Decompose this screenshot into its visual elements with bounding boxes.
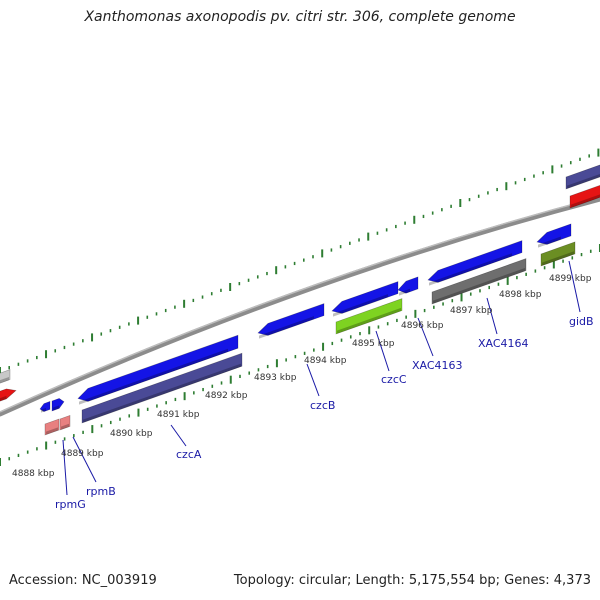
kbp-label-4895: 4895 kbp (352, 339, 395, 349)
upper-tick-ruler (0, 148, 600, 375)
gene-rpmg-rna (44, 418, 60, 436)
gene-czca-upper (77, 334, 239, 402)
gene-rpmg-arrow-shade (41, 407, 46, 413)
gene-xac4164-upper-shade (429, 253, 512, 286)
gene-left-red-partial (0, 388, 17, 402)
gene-label-xac4163[interactable]: XAC4163 (412, 359, 463, 372)
gene-czcc-lower (335, 298, 403, 335)
gene-czca-upper-shade (79, 348, 228, 405)
accession-text: Accession: NC_003919 (9, 573, 157, 588)
gene-right-red-partial (569, 185, 600, 209)
gene-right-navy-partial (565, 164, 600, 190)
leader-czcb (306, 363, 320, 397)
gene-left-gray-partial-shade (0, 377, 9, 384)
lower-tick-ruler (0, 244, 600, 466)
gene-right-navy-partial-shade (567, 173, 600, 189)
gene-label-xac4164[interactable]: XAC4164 (478, 337, 529, 350)
gene-label-gidb[interactable]: gidB (569, 315, 594, 328)
gene-xac4164-upper (427, 240, 523, 283)
kbp-label-4888: 4888 kbp (12, 469, 55, 479)
kbp-label-4891: 4891 kbp (157, 410, 200, 420)
gene-left-gray-partial (0, 369, 11, 384)
leader-xac4163 (417, 317, 434, 357)
gene-xac4164-lower-shade (433, 268, 525, 304)
label-leader-lines (62, 260, 581, 496)
leader-czca (170, 424, 187, 447)
gene-rpmg-arrow (39, 400, 51, 412)
gene-xac4163-shade (399, 288, 410, 296)
gene-rpmb-rna (59, 414, 71, 431)
gene-rpmb-rna-shade (61, 423, 69, 430)
leader-gidb (568, 260, 581, 313)
gene-gidb-lower (540, 241, 576, 267)
kbp-label-4892: 4892 kbp (205, 391, 248, 401)
gene-labels: rpmG rpmB czcA czcB czcC XAC4163 XAC4164… (55, 315, 594, 511)
backbone-highlight (0, 196, 600, 413)
kbp-labels: 4888 kbp 4889 kbp 4890 kbp 4891 kbp 4892… (12, 274, 592, 479)
gene-xac4164-lower (431, 258, 527, 305)
genome-title: Xanthomonas axonopodis pv. citri str. 30… (84, 9, 516, 25)
gene-czcc-upper (331, 281, 399, 314)
gene-gidb-lower-shade (542, 251, 574, 266)
backbone-line (0, 196, 600, 417)
gene-rpmb-arrow-shade (53, 405, 60, 411)
leader-xac4164 (486, 297, 498, 335)
gene-rpmb-arrow (51, 398, 65, 412)
kbp-label-4894: 4894 kbp (304, 356, 347, 366)
gene-gidb-upper-shade (538, 236, 561, 248)
gene-czcb (257, 303, 325, 336)
gene-label-rpmg[interactable]: rpmG (55, 498, 86, 511)
gene-czcc-lower-shade (337, 307, 401, 334)
gene-rpmg-rna-shade (46, 427, 58, 435)
kbp-label-4893: 4893 kbp (254, 373, 297, 383)
gene-features (0, 164, 600, 436)
leader-czcc (375, 330, 390, 372)
gene-czcc-upper-shade (333, 294, 388, 317)
kbp-label-4896: 4896 kbp (401, 321, 444, 331)
kbp-label-4890: 4890 kbp (110, 429, 153, 439)
gene-czca-lower (81, 352, 243, 424)
genome-backbone (0, 196, 600, 417)
gene-label-czcb[interactable]: czcB (310, 399, 335, 412)
gene-gidb-upper (536, 223, 572, 245)
gene-czcb-shade (259, 316, 314, 339)
kbp-label-4898: 4898 kbp (499, 290, 542, 300)
gene-label-rpmb[interactable]: rpmB (86, 485, 116, 498)
gene-label-czca[interactable]: czcA (176, 448, 202, 461)
kbp-label-4899: 4899 kbp (549, 274, 592, 284)
kbp-label-4897: 4897 kbp (450, 306, 493, 316)
gene-left-red-partial-shade (0, 395, 7, 402)
gene-label-czcc[interactable]: czcC (381, 373, 407, 386)
leader-rpmg (62, 439, 68, 496)
leader-rpmb (72, 436, 97, 483)
gene-czca-lower-shade (83, 363, 241, 423)
genome-summary-text: Topology: circular; Length: 5,175,554 bp… (233, 573, 591, 588)
gene-xac4163 (397, 276, 419, 294)
gene-right-red-partial-shade (571, 194, 600, 208)
kbp-label-4889: 4889 kbp (61, 449, 104, 459)
